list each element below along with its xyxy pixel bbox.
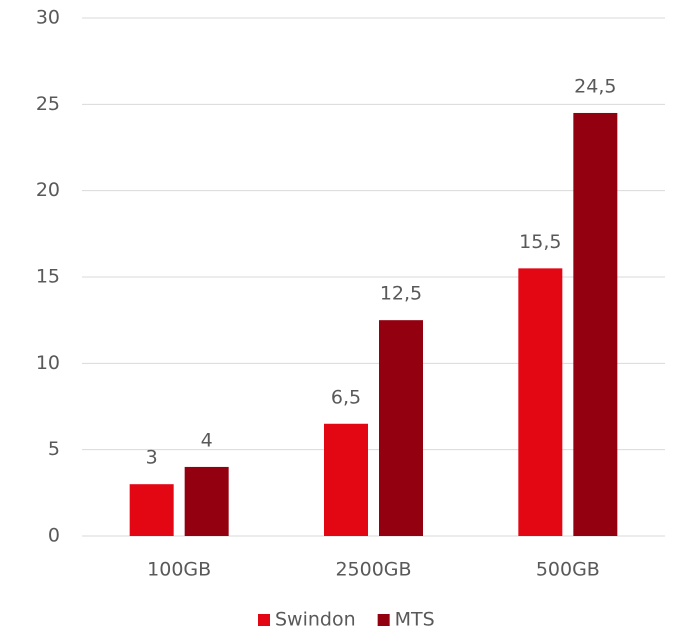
y-tick-label: 10 (36, 352, 60, 374)
y-tick-label: 20 (36, 179, 60, 201)
value-label: 12,5 (380, 283, 422, 305)
value-label: 24,5 (574, 75, 616, 97)
x-tick-label: 100GB (147, 559, 211, 581)
y-tick-label: 0 (48, 525, 60, 547)
x-tick-label: 500GB (536, 559, 600, 581)
value-label: 15,5 (519, 231, 561, 253)
legend-swatch (258, 614, 270, 626)
bar (518, 268, 563, 536)
y-tick-label: 5 (48, 438, 60, 460)
bar (324, 423, 368, 536)
legend-label: Swindon (275, 609, 356, 631)
bar (379, 320, 423, 536)
y-tick-label: 25 (36, 93, 60, 115)
bar (129, 484, 174, 536)
legend-swatch (377, 614, 390, 626)
y-tick-label: 30 (36, 7, 60, 29)
x-tick-label: 2500GB (335, 559, 411, 581)
bar (573, 112, 618, 536)
value-label: 6,5 (331, 386, 361, 408)
value-label: 3 (146, 447, 158, 469)
y-tick-label: 15 (36, 266, 60, 288)
value-label: 4 (201, 429, 213, 451)
bar (184, 466, 229, 536)
legend-label: MTS (395, 609, 435, 631)
